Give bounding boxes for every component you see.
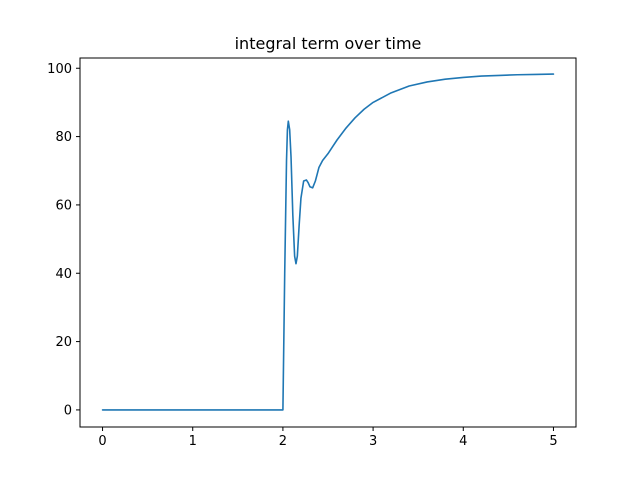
y-tick-label: 100 bbox=[47, 62, 72, 77]
axis-ticks: 0 1 2 3 4 5 0 20 40 60 80 100 bbox=[47, 62, 557, 449]
y-tick-label: 80 bbox=[55, 130, 72, 145]
series-line bbox=[101, 73, 555, 411]
y-tick-label: 0 bbox=[64, 403, 72, 418]
plot-area bbox=[101, 73, 555, 411]
x-tick-label: 4 bbox=[459, 434, 467, 449]
x-tick-label: 0 bbox=[98, 434, 106, 449]
x-tick-label: 2 bbox=[279, 434, 287, 449]
x-tick-label: 5 bbox=[549, 434, 557, 449]
x-tick-label: 3 bbox=[369, 434, 377, 449]
y-tick-label: 40 bbox=[55, 267, 72, 282]
chart-title: integral term over time bbox=[235, 34, 422, 53]
x-tick-label: 1 bbox=[189, 434, 197, 449]
axes-frame bbox=[79, 57, 577, 428]
y-tick-label: 20 bbox=[55, 335, 72, 350]
y-tick-label: 60 bbox=[55, 198, 72, 213]
